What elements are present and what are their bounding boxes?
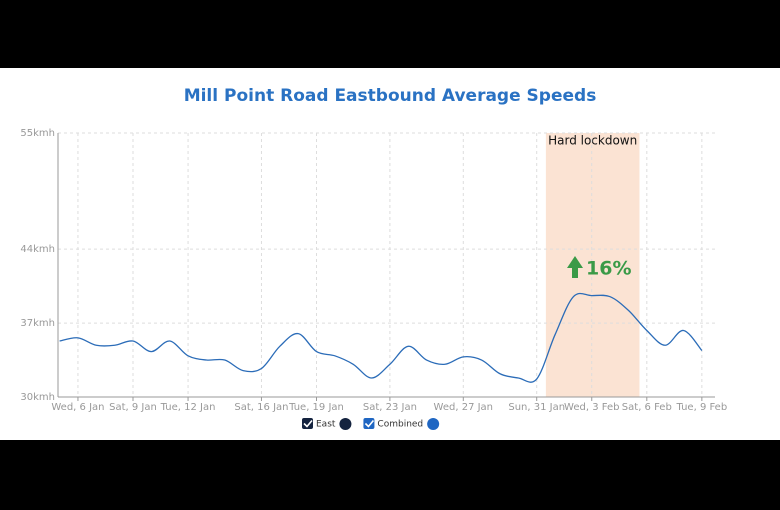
checkmark <box>364 419 375 428</box>
up-arrow <box>567 256 583 278</box>
legend-checkbox[interactable] <box>302 418 313 429</box>
x-tick-label: Sat, 16 Jan <box>234 402 288 413</box>
x-tick-label: Tue, 19 Jan <box>288 402 344 413</box>
legend-dot[interactable] <box>339 418 352 430</box>
y-tick-label: 30kmh <box>20 392 55 403</box>
legend-label[interactable]: East <box>316 420 336 430</box>
y-tick-label: 37kmh <box>20 318 55 329</box>
y-tick-label: 44kmh <box>20 244 55 255</box>
x-tick-label: Wed, 6 Jan <box>51 402 104 413</box>
x-tick-label: Sat, 9 Jan <box>109 402 157 413</box>
change-label: 16% <box>586 258 631 280</box>
x-tick-label: Wed, 27 Jan <box>434 402 493 413</box>
chart-title: Mill Point Road Eastbound Average Speeds <box>184 86 597 106</box>
legend-label[interactable]: Combined <box>377 420 423 430</box>
checkmark <box>303 419 313 428</box>
x-tick-label: Tue, 12 Jan <box>160 402 216 413</box>
y-tick-label: 55kmh <box>20 128 55 139</box>
series-line <box>59 292 703 383</box>
lockdown-label: Hard lockdown <box>548 134 637 148</box>
x-tick-label: Sun, 31 Jan <box>508 402 565 413</box>
lockdown-band <box>545 133 640 397</box>
legend-dot[interactable] <box>427 418 440 430</box>
legend-checkbox[interactable] <box>363 418 375 429</box>
x-tick-label: Wed, 3 Feb <box>564 402 619 413</box>
x-tick-label: Sat, 23 Jan <box>363 402 417 413</box>
x-tick-label: Sat, 6 Feb <box>622 402 672 413</box>
x-tick-label: Tue, 9 Feb <box>676 402 728 413</box>
